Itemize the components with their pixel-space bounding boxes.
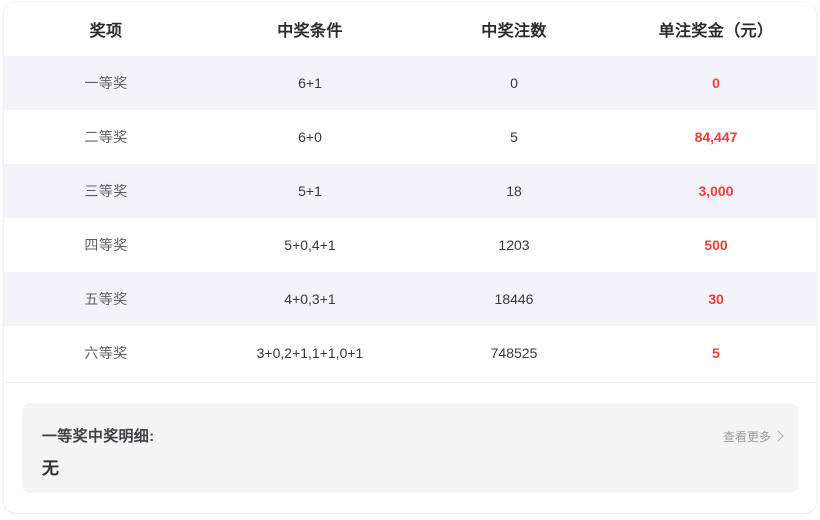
table-row: 三等奖 5+1 18 3,000 [4, 164, 816, 218]
cell-win-condition: 5+1 [298, 183, 322, 199]
cell-win-condition: 4+0,3+1 [284, 291, 336, 307]
cell-winning-count: 748525 [490, 345, 538, 361]
table-header-row: 奖项 中奖条件 中奖注数 单注奖金（元） [4, 2, 816, 56]
cell-win-condition: 5+0,4+1 [284, 237, 336, 253]
cell-prize-level: 一等奖 [84, 75, 128, 91]
section-divider [4, 382, 816, 383]
cell-prize-level: 二等奖 [84, 129, 128, 145]
chevron-right-icon [772, 430, 784, 442]
cell-win-condition: 6+1 [298, 75, 322, 91]
cell-prize-amount: 30 [708, 291, 724, 307]
cell-winning-count: 0 [510, 75, 518, 91]
detail-value: 无 [42, 459, 59, 478]
lottery-prize-card: 奖项 中奖条件 中奖注数 单注奖金（元） 一等奖 6+1 0 0 二等奖 6+0… [4, 2, 816, 513]
cell-prize-amount: 3,000 [698, 183, 734, 199]
cell-prize-level: 三等奖 [84, 183, 128, 199]
cell-prize-level: 六等奖 [84, 345, 128, 361]
cell-prize-amount: 500 [704, 237, 728, 253]
cell-prize-amount: 0 [712, 75, 720, 91]
cell-winning-count: 5 [510, 129, 518, 145]
column-header-amount: 单注奖金（元） [616, 2, 816, 56]
cell-win-condition: 3+0,2+1,1+1,0+1 [256, 345, 364, 361]
cell-winning-count: 1203 [498, 237, 530, 253]
cell-win-condition: 6+0 [298, 129, 322, 145]
cell-prize-level: 四等奖 [84, 237, 128, 253]
view-more-link[interactable]: 查看更多 [722, 428, 784, 445]
table-row: 一等奖 6+1 0 0 [4, 56, 816, 110]
cell-prize-amount: 5 [712, 345, 720, 361]
table-row: 五等奖 4+0,3+1 18446 30 [4, 272, 816, 326]
column-header-level: 奖项 [4, 2, 208, 56]
cell-winning-count: 18446 [494, 291, 534, 307]
prize-breakdown-table: 奖项 中奖条件 中奖注数 单注奖金（元） 一等奖 6+1 0 0 二等奖 6+0… [4, 2, 816, 380]
table-row: 二等奖 6+0 5 84,447 [4, 110, 816, 164]
cell-prize-level: 五等奖 [84, 291, 128, 307]
view-more-label: 查看更多 [722, 430, 771, 444]
table-header: 奖项 中奖条件 中奖注数 单注奖金（元） [4, 2, 816, 56]
detail-label: 一等奖中奖明细: [42, 428, 155, 445]
table-row: 六等奖 3+0,2+1,1+1,0+1 748525 5 [4, 326, 816, 380]
table-row: 四等奖 5+0,4+1 1203 500 [4, 218, 816, 272]
cell-winning-count: 18 [506, 183, 522, 199]
table-body: 一等奖 6+1 0 0 二等奖 6+0 5 84,447 三等奖 5+1 18 … [4, 56, 816, 380]
column-header-count: 中奖注数 [412, 2, 616, 56]
cell-prize-amount: 84,447 [694, 129, 738, 145]
first-prize-detail-panel: 一等奖中奖明细: 无 查看更多 [22, 403, 798, 493]
column-header-condition: 中奖条件 [208, 2, 412, 56]
